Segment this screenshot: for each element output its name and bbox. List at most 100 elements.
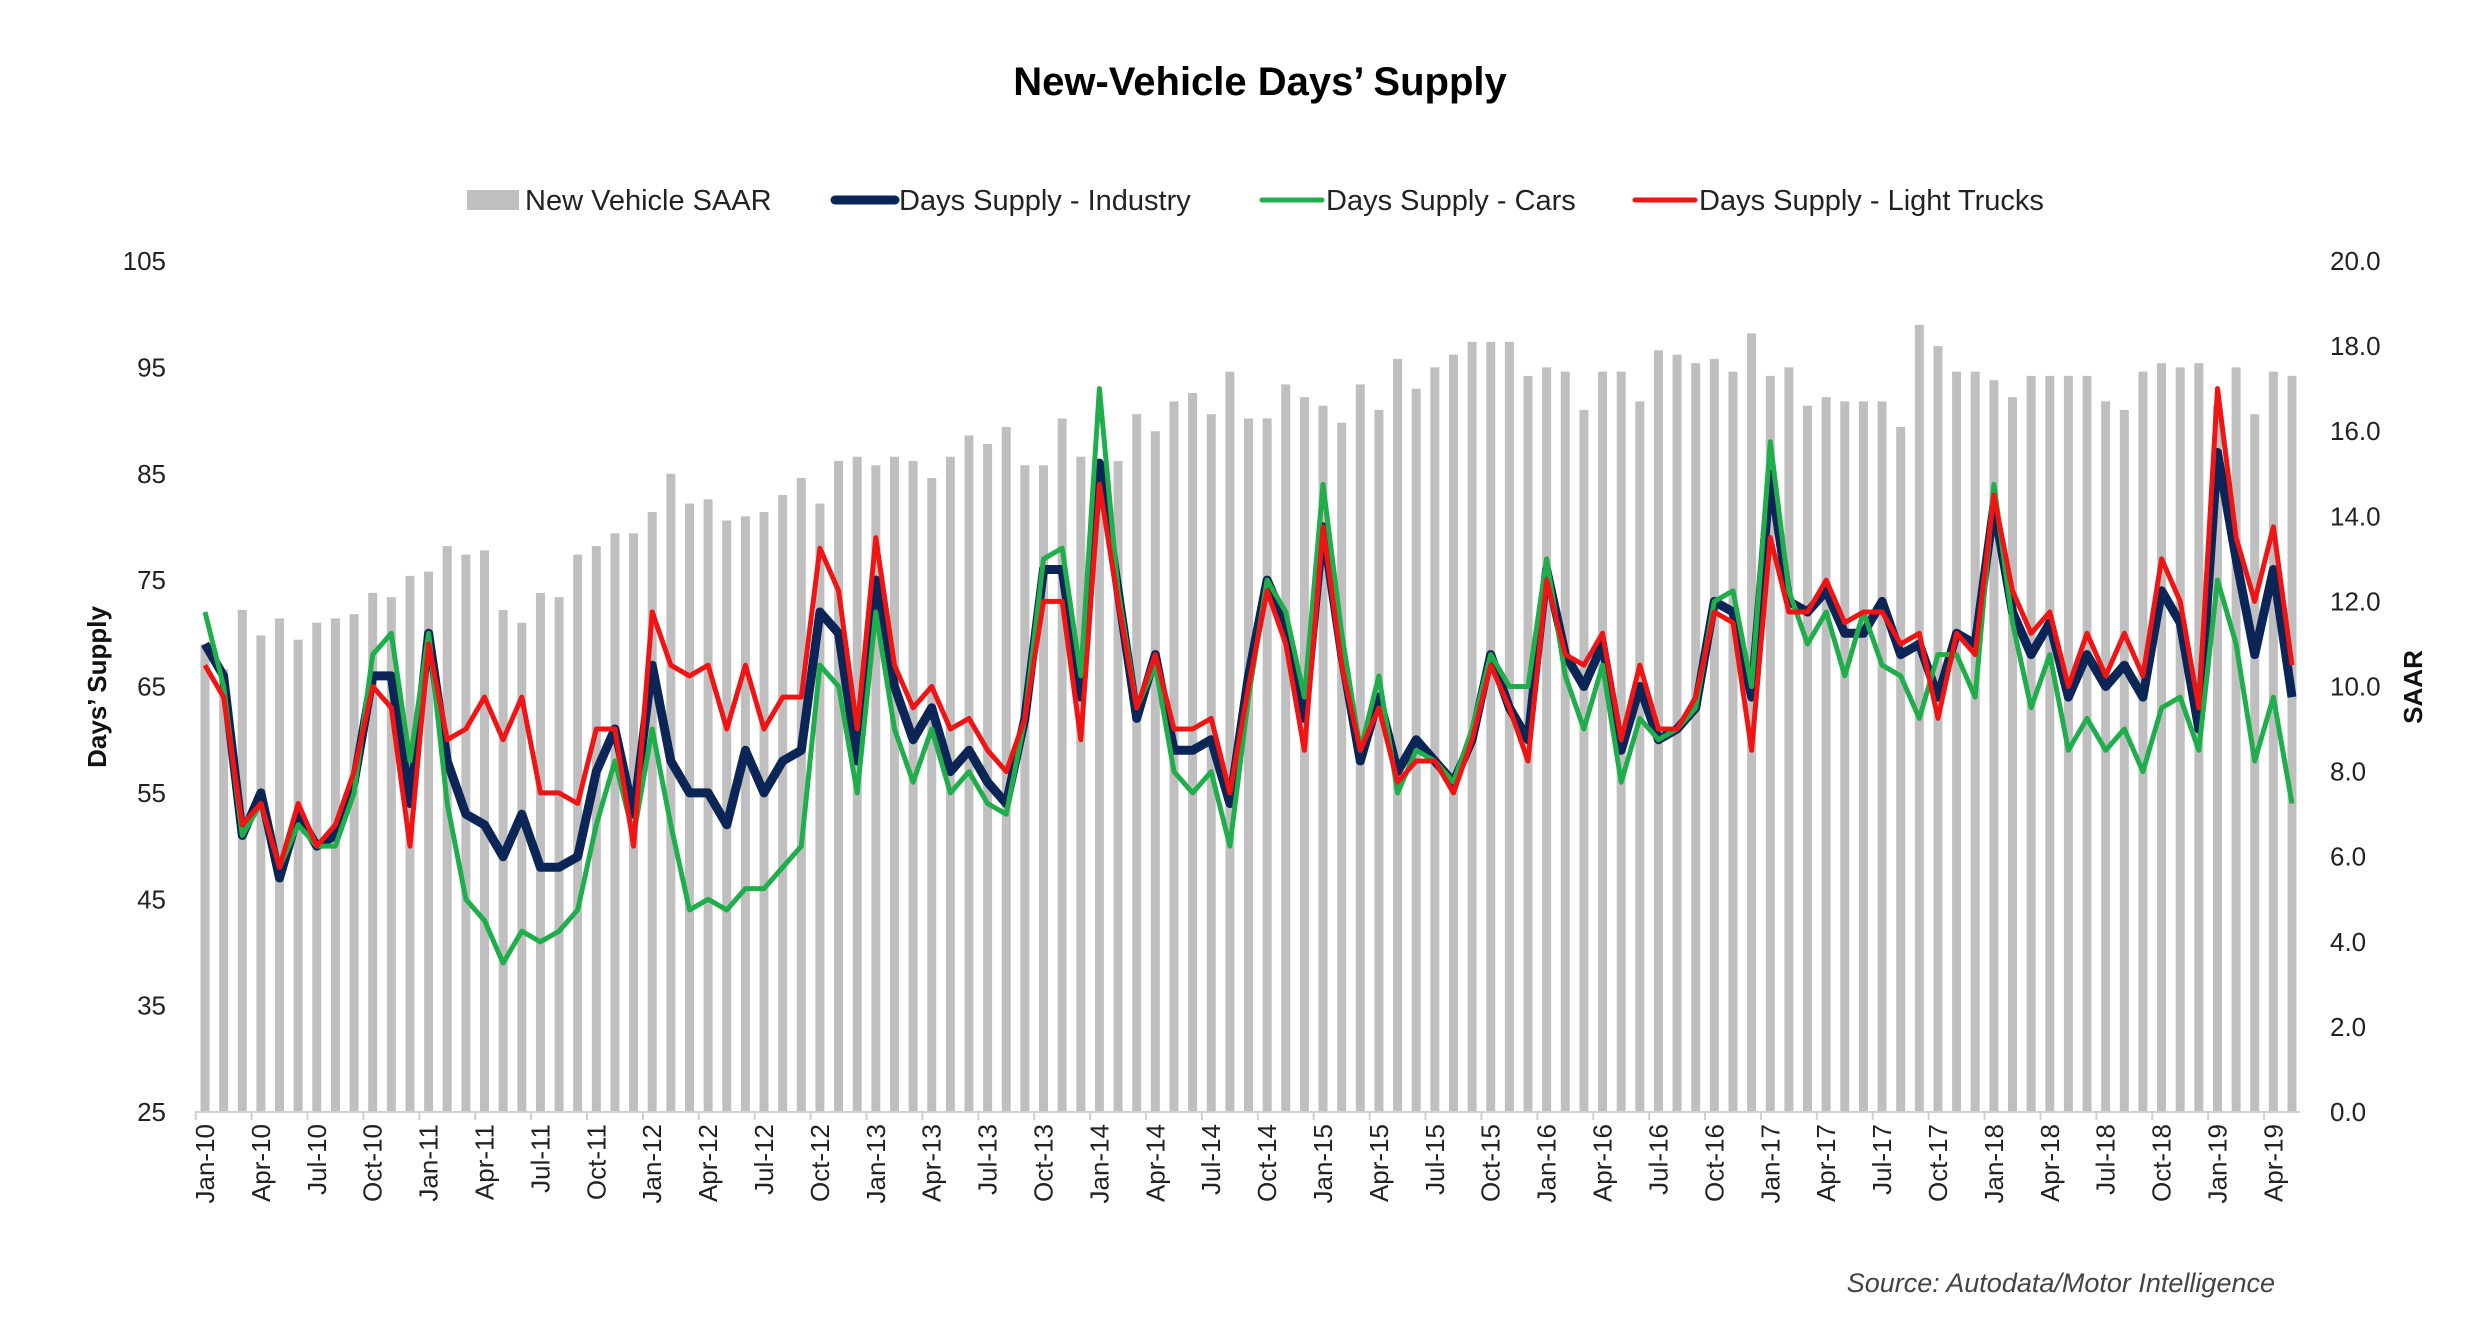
x-tick-label: Jan-14 bbox=[1084, 1124, 1114, 1204]
saar-bar bbox=[1393, 358, 1403, 1112]
saar-bar bbox=[1150, 431, 1160, 1112]
x-tick-label: Jan-19 bbox=[2202, 1124, 2232, 1204]
x-tick-label: Apr-17 bbox=[1811, 1124, 1841, 1202]
saar-bar bbox=[2138, 371, 2148, 1112]
saar-bar bbox=[2119, 409, 2129, 1112]
saar-bar bbox=[1374, 409, 1384, 1112]
saar-bar bbox=[1337, 422, 1347, 1112]
saar-bar bbox=[293, 639, 303, 1112]
saar-bar bbox=[1598, 371, 1608, 1112]
saar-bar bbox=[889, 456, 899, 1113]
legend-item: Days Supply - Industry bbox=[830, 185, 1191, 217]
saar-bar bbox=[647, 512, 657, 1112]
saar-bar bbox=[1057, 418, 1067, 1112]
saar-bar bbox=[666, 473, 676, 1112]
y-axis-right-ticks: 0.0 2.0 4.0 6.0 8.0 10.0 12.0 14.0 16.0 18.0 20.0 bbox=[2330, 246, 2381, 1127]
x-tick-label: Oct-18 bbox=[2147, 1124, 2177, 1202]
saar-bar bbox=[1709, 358, 1719, 1112]
x-tick-label: Apr-18 bbox=[2035, 1124, 2065, 1202]
x-tick-label: Jul-14 bbox=[1196, 1124, 1226, 1195]
y-tick-label: 105 bbox=[123, 246, 166, 276]
saar-bar bbox=[1560, 371, 1570, 1112]
saar-bar bbox=[1039, 465, 1049, 1112]
x-tick-label: Oct-15 bbox=[1476, 1124, 1506, 1202]
y2-tick-label: 6.0 bbox=[2330, 842, 2366, 872]
saar-bar bbox=[1262, 418, 1272, 1112]
x-tick-label: Jan-11 bbox=[414, 1124, 444, 1202]
saar-bar bbox=[1803, 405, 1813, 1112]
saar-bar bbox=[1486, 341, 1496, 1113]
x-tick-label: Jan-18 bbox=[1979, 1124, 2009, 1204]
y-tick-label: 85 bbox=[137, 459, 166, 489]
saar-bar bbox=[834, 460, 844, 1112]
x-tick-label: Jul-18 bbox=[2091, 1124, 2121, 1195]
saar-bar bbox=[2212, 405, 2222, 1112]
saar-bar bbox=[1169, 401, 1179, 1112]
chart-title: New-Vehicle Days’ Supply bbox=[1013, 60, 1507, 104]
saar-bar bbox=[535, 592, 545, 1112]
y-tick-label: 65 bbox=[137, 672, 166, 702]
saar-bar bbox=[1952, 371, 1962, 1112]
saar-bar bbox=[2175, 367, 2185, 1112]
y2-tick-label: 18.0 bbox=[2330, 331, 2381, 361]
saar-bar bbox=[442, 546, 452, 1112]
saar-bar bbox=[871, 465, 881, 1112]
y-axis-left-ticks: 25 35 45 55 65 75 85 95 105 bbox=[123, 246, 166, 1127]
x-tick-label: Oct-13 bbox=[1029, 1124, 1059, 1202]
y2-tick-label: 0.0 bbox=[2330, 1097, 2366, 1127]
legend-label: New Vehicle SAAR bbox=[525, 185, 772, 217]
saar-bar bbox=[610, 533, 620, 1112]
source-note: Source: Autodata/Motor Intelligence bbox=[1847, 1268, 2275, 1298]
y-axis-title: Days’ Supply bbox=[82, 606, 112, 768]
saar-bar bbox=[1877, 401, 1887, 1112]
saar-bar bbox=[573, 554, 583, 1112]
saar-bar bbox=[1076, 456, 1086, 1113]
y2-tick-label: 14.0 bbox=[2330, 501, 2381, 531]
saar-bar bbox=[2101, 401, 2111, 1112]
saar-bar bbox=[1094, 465, 1104, 1112]
saar-bar bbox=[2287, 375, 2297, 1112]
saar-bar bbox=[424, 571, 434, 1112]
saar-bar bbox=[1821, 397, 1831, 1112]
x-tick-label: Jul-15 bbox=[1420, 1124, 1450, 1195]
saar-bar bbox=[1635, 401, 1645, 1112]
x-tick-label: Jul-12 bbox=[749, 1124, 779, 1195]
saar-bar bbox=[1113, 460, 1123, 1112]
saar-bar bbox=[815, 503, 825, 1112]
series-lines bbox=[201, 386, 2297, 966]
y2-tick-label: 8.0 bbox=[2330, 757, 2366, 787]
legend-item: New Vehicle SAAR bbox=[467, 185, 772, 217]
saar-bar bbox=[2268, 371, 2278, 1112]
x-tick-label: Jan-12 bbox=[637, 1124, 667, 1204]
saar-bar bbox=[1020, 465, 1030, 1112]
y2-tick-label: 2.0 bbox=[2330, 1012, 2366, 1042]
x-tick-label: Jan-13 bbox=[861, 1124, 891, 1204]
series-line-days-supply-light-trucks bbox=[202, 386, 2295, 870]
saar-bar bbox=[796, 478, 806, 1112]
saar-bar bbox=[2026, 375, 2036, 1112]
saar-bar bbox=[349, 614, 359, 1112]
saar-bar bbox=[1281, 384, 1291, 1112]
saar-bar bbox=[461, 554, 471, 1112]
x-tick-label: Jul-16 bbox=[1643, 1124, 1673, 1195]
saar-bar bbox=[200, 643, 210, 1112]
y-tick-label: 45 bbox=[137, 884, 166, 914]
x-tick-label: Jan-16 bbox=[1532, 1124, 1562, 1204]
x-tick-label: Apr-14 bbox=[1140, 1124, 1170, 1202]
y2-tick-label: 4.0 bbox=[2330, 927, 2366, 957]
x-tick-label: Jan-17 bbox=[1755, 1124, 1785, 1204]
x-tick-label: Apr-15 bbox=[1364, 1124, 1394, 1202]
x-tick-label: Apr-10 bbox=[246, 1124, 276, 1202]
x-tick-label: Jul-10 bbox=[302, 1124, 332, 1195]
saar-bar bbox=[1933, 346, 1943, 1113]
saar-bar bbox=[684, 503, 694, 1112]
saar-bar bbox=[1765, 375, 1775, 1112]
x-tick-label: Oct-12 bbox=[805, 1124, 835, 1202]
saar-bar bbox=[330, 618, 340, 1112]
saar-bar bbox=[517, 622, 527, 1112]
saar-bar bbox=[759, 512, 769, 1112]
saar-bar bbox=[1896, 426, 1906, 1112]
legend-label: Days Supply - Cars bbox=[1326, 185, 1576, 217]
legend-item: Days Supply - Cars bbox=[1259, 185, 1576, 217]
saar-bar bbox=[237, 609, 247, 1112]
